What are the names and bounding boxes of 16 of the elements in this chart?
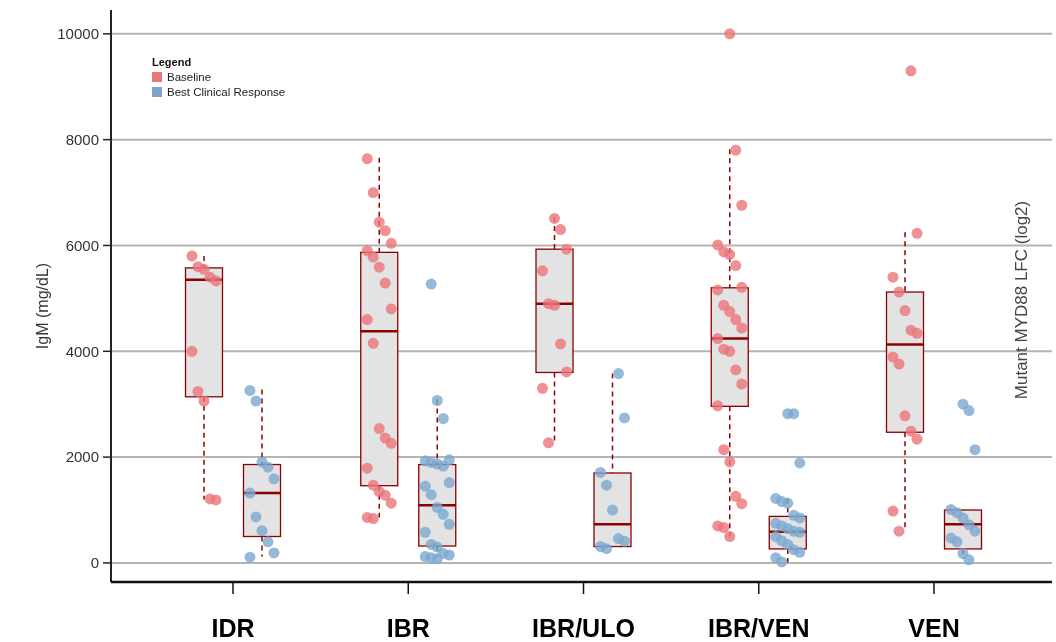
y-tick-label: 8000 [65, 130, 99, 148]
legend-label: Best Clinical Response [167, 86, 286, 98]
y-tick-label: 0 [90, 554, 99, 572]
x-tick-label: IBR/ULO [532, 614, 635, 642]
y-tick-label: 10000 [57, 25, 99, 43]
y-tick-label: 4000 [65, 342, 99, 360]
x-tick-label: IBR/VEN [708, 614, 810, 642]
legend-label: Baseline [167, 71, 212, 83]
x-tick-label: IDR [211, 614, 255, 642]
legend-title: Legend [152, 56, 192, 68]
y-axis-title: IgM (mg/dL) [34, 262, 51, 350]
y-tick-label: 6000 [65, 236, 99, 254]
y2-axis-title: Mutant MYD88 LFC (log2) [1012, 200, 1031, 400]
x-tick-label: IBR [386, 614, 430, 642]
x-tick-label: VEN [908, 614, 960, 642]
y-tick-label: 2000 [65, 448, 99, 466]
